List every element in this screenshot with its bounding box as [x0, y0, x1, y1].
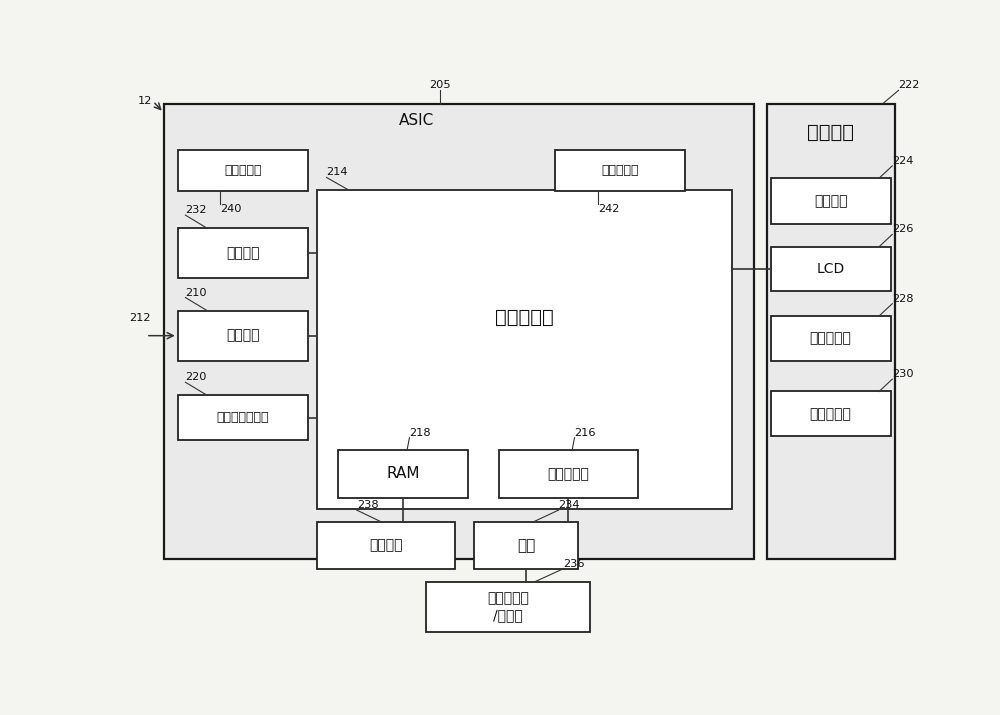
- FancyBboxPatch shape: [771, 316, 891, 360]
- Text: RAM: RAM: [386, 466, 420, 481]
- Text: 通信端口: 通信端口: [369, 538, 403, 553]
- Text: 234: 234: [559, 500, 580, 510]
- Text: ASIC: ASIC: [399, 113, 434, 128]
- Text: 238: 238: [357, 500, 378, 510]
- FancyBboxPatch shape: [767, 104, 895, 559]
- FancyBboxPatch shape: [178, 310, 308, 360]
- Text: 用户按鈕: 用户按鈕: [814, 194, 847, 208]
- FancyBboxPatch shape: [474, 523, 578, 568]
- Text: 数据存储存储器: 数据存储存储器: [217, 411, 269, 424]
- Text: 232: 232: [185, 205, 207, 215]
- Text: 230: 230: [892, 369, 914, 379]
- FancyBboxPatch shape: [317, 523, 455, 568]
- Text: 恒电位仪: 恒电位仪: [226, 329, 260, 342]
- FancyBboxPatch shape: [164, 104, 754, 559]
- Text: 212: 212: [129, 313, 150, 323]
- FancyBboxPatch shape: [771, 247, 891, 292]
- Text: 温度传感器: 温度传感器: [601, 164, 639, 177]
- FancyBboxPatch shape: [317, 189, 732, 509]
- Text: 228: 228: [892, 294, 914, 304]
- Text: 205: 205: [429, 80, 450, 90]
- Text: 226: 226: [892, 225, 914, 235]
- Text: LCD: LCD: [817, 262, 845, 276]
- Text: 222: 222: [898, 80, 920, 90]
- Text: 240: 240: [220, 204, 242, 214]
- Text: 程序存储器: 程序存储器: [547, 467, 589, 481]
- Text: 12: 12: [138, 96, 153, 106]
- FancyBboxPatch shape: [426, 582, 590, 632]
- Text: 236: 236: [564, 558, 585, 568]
- FancyBboxPatch shape: [771, 178, 891, 225]
- Text: 242: 242: [598, 204, 619, 214]
- FancyBboxPatch shape: [178, 149, 308, 192]
- FancyBboxPatch shape: [555, 149, 685, 192]
- FancyBboxPatch shape: [338, 450, 468, 498]
- Text: 218: 218: [409, 428, 431, 438]
- Text: 音频换能器: 音频换能器: [810, 407, 852, 421]
- Text: 振动器电机: 振动器电机: [810, 331, 852, 345]
- FancyBboxPatch shape: [499, 450, 638, 498]
- Text: 遥测模块: 遥测模块: [226, 246, 260, 260]
- FancyBboxPatch shape: [178, 228, 308, 278]
- Text: 用户界面: 用户界面: [807, 123, 854, 142]
- FancyBboxPatch shape: [178, 395, 308, 440]
- Text: 电池: 电池: [517, 538, 535, 553]
- Text: 216: 216: [574, 428, 596, 438]
- Text: 温度传感器: 温度传感器: [224, 164, 262, 177]
- Text: 220: 220: [185, 373, 207, 383]
- FancyBboxPatch shape: [771, 392, 891, 436]
- Text: 电池充电器
/调节器: 电池充电器 /调节器: [487, 591, 529, 622]
- Text: 处理器模块: 处理器模块: [495, 308, 554, 327]
- Text: 214: 214: [326, 167, 348, 177]
- Text: 210: 210: [185, 287, 207, 297]
- Text: 224: 224: [892, 156, 914, 166]
